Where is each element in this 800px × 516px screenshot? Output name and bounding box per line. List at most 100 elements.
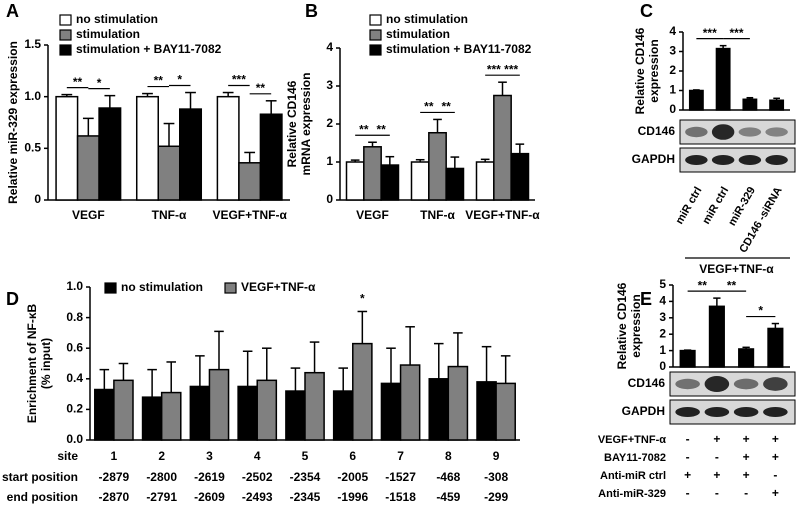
y-axis-label: Relative CD146expression: [633, 27, 661, 114]
legend-label: stimulation: [386, 27, 450, 41]
row-label: end position: [7, 490, 78, 504]
panel-label: A: [6, 1, 19, 21]
blot-band: [704, 407, 730, 417]
panel-label: C: [640, 1, 653, 21]
condition-label: Anti-miR ctrl: [600, 470, 666, 482]
condition-mark: +: [684, 468, 691, 482]
row-value: 9: [493, 449, 500, 463]
y-axis-label: Relative CD146mRNA expression: [285, 73, 313, 176]
bar: [767, 327, 784, 368]
panel-label: B: [305, 1, 318, 21]
y-tick-label: 0: [669, 102, 676, 116]
blot-band: [738, 155, 762, 165]
y-axis-label: Enrichment of NF-κB(% input): [25, 303, 53, 423]
legend-label: no stimulation: [76, 12, 158, 26]
y-tick-label: 3: [669, 44, 676, 58]
bar: [475, 161, 495, 201]
y-tick-label: 0.6: [66, 340, 83, 354]
significance-label: *: [360, 292, 365, 306]
legend-swatch: [224, 282, 237, 294]
condition-label: BAY11-7082: [604, 452, 666, 464]
blot-band: [738, 127, 762, 137]
row-value: -459: [436, 490, 460, 504]
row-label: site: [57, 449, 78, 463]
bar: [237, 385, 258, 441]
legend-swatch: [369, 44, 382, 56]
condition-mark: -: [715, 450, 719, 464]
y-tick-label: 4: [669, 24, 676, 38]
row-value: 1: [111, 449, 118, 463]
bar: [679, 349, 696, 368]
panel-label: E: [640, 289, 652, 309]
condition-mark: +: [772, 450, 779, 464]
y-axis-label: Relative CD146expression: [615, 282, 643, 369]
condition-mark: -: [686, 486, 690, 500]
y-tick-label: 3: [659, 310, 666, 324]
blot-band: [711, 155, 735, 165]
bar: [447, 365, 469, 441]
bar: [98, 107, 122, 201]
legend-swatch: [59, 44, 72, 56]
significance-label: **: [359, 122, 369, 136]
bar: [216, 95, 240, 201]
y-axis-label: Relative miR-329 expression: [6, 41, 20, 204]
x-tick-label: TNF-α: [152, 208, 187, 222]
bar: [208, 368, 230, 441]
row-value: 4: [254, 449, 261, 463]
significance-label: **: [727, 278, 737, 292]
condition-label: Anti-miR-329: [598, 488, 666, 500]
bar: [380, 164, 400, 201]
bar: [742, 98, 758, 111]
significance-label: *: [758, 304, 763, 318]
bar: [189, 385, 211, 441]
row-value: 6: [349, 449, 356, 463]
x-tick-label: VEGF: [72, 208, 105, 222]
row-value: -2800: [146, 470, 177, 484]
blot-band: [765, 155, 788, 165]
blot-label: CD146: [638, 124, 676, 138]
blot-band: [711, 124, 735, 140]
bar: [259, 113, 283, 201]
y-tick-label: 4: [659, 294, 666, 308]
bar: [94, 388, 115, 441]
y-tick-label: 5: [659, 277, 666, 291]
bar: [428, 378, 450, 441]
bar: [493, 94, 512, 201]
bar: [345, 161, 365, 201]
bar: [363, 146, 382, 201]
bar: [256, 379, 278, 441]
condition-mark: +: [743, 450, 750, 464]
y-tick-label: 2: [326, 116, 333, 130]
condition-mark: -: [686, 432, 690, 446]
y-tick-label: 0.8: [66, 310, 83, 324]
bar: [332, 390, 354, 441]
bar: [708, 305, 725, 368]
legend-label: no stimulation: [121, 280, 203, 294]
condition-label: VEGF+TNF-α: [598, 434, 666, 446]
row-value: -1518: [385, 490, 416, 504]
bar: [715, 47, 731, 111]
bar: [113, 379, 134, 441]
row-label: start position: [2, 470, 78, 484]
row-value: -2870: [99, 490, 130, 504]
y-tick-label: 1.5: [24, 37, 41, 51]
row-value: -468: [436, 470, 460, 484]
row-value: -2354: [290, 470, 321, 484]
row-value: -2619: [194, 470, 225, 484]
significance-label: **: [441, 100, 451, 114]
significance-label: **: [154, 74, 164, 88]
y-tick-label: 0.0: [66, 432, 83, 446]
bar: [55, 95, 79, 201]
row-value: -2609: [194, 490, 225, 504]
y-tick-label: 0.2: [66, 402, 83, 416]
row-value: 5: [302, 449, 309, 463]
legend-label: VEGF+TNF-α: [241, 280, 316, 294]
blot-band: [733, 378, 759, 390]
legend-label: stimulation + BAY11-7082: [76, 42, 222, 56]
row-value: -1996: [337, 490, 368, 504]
row-value: 8: [445, 449, 452, 463]
y-tick-label: 1: [659, 343, 666, 357]
blot-band: [765, 127, 788, 137]
significance-label: ***: [487, 62, 501, 76]
bar: [157, 145, 181, 201]
